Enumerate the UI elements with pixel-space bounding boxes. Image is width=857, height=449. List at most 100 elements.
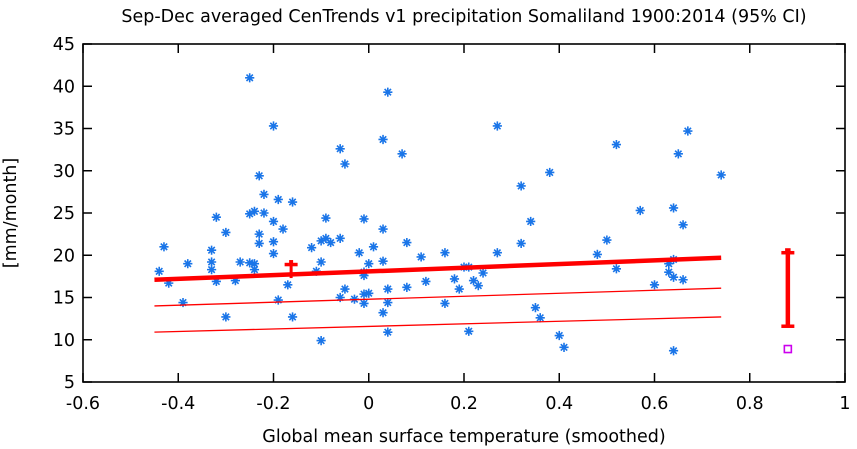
scatter-point: [668, 203, 679, 213]
scatter-point: [273, 194, 283, 205]
ci-bound-1: [154, 287, 722, 307]
scatter-point: [316, 257, 326, 267]
scatter-point: [245, 73, 255, 83]
scatter-point: [359, 214, 369, 224]
scatter-point: [359, 289, 369, 299]
scatter-point: [678, 220, 688, 230]
scatter-point: [545, 167, 555, 178]
scatter-point: [268, 237, 279, 247]
scatter-point: [268, 248, 279, 259]
scatter-point: [259, 189, 269, 200]
scatter-point: [364, 259, 374, 269]
scatter-point: [416, 252, 426, 262]
scatter-point: [492, 121, 502, 131]
y-tick-label: 40: [53, 77, 75, 97]
scatter-point: [283, 280, 293, 290]
scatter-point: [378, 256, 388, 266]
y-tick-label: 35: [53, 120, 75, 140]
scatter-point: [230, 276, 240, 286]
open-square-marker: [783, 344, 793, 354]
scatter-point: [164, 278, 174, 288]
scatter-point: [402, 237, 412, 248]
scatter-point: [454, 284, 464, 294]
scatter-point: [354, 248, 364, 258]
scatter-point: [316, 335, 326, 346]
x-tick-label: 1: [839, 394, 850, 414]
y-axis-label: [mm/month]: [1, 158, 21, 268]
y-tick-label: 25: [53, 204, 75, 224]
scatter-point: [397, 149, 407, 159]
scatter-point: [668, 346, 679, 356]
scatter-point: [635, 205, 645, 216]
axis-ticks: [82, 43, 846, 383]
scatter-point: [221, 312, 231, 322]
scatter-point: [383, 284, 393, 294]
trend-line: [154, 255, 722, 283]
x-axis-label: Global mean surface temperature (smoothe…: [262, 427, 665, 447]
x-tick-label: 0.8: [736, 394, 764, 414]
scatter-point: [383, 327, 393, 337]
scatter-point: [359, 270, 369, 281]
y-tick-label: 10: [53, 331, 75, 351]
scatter-point: [245, 258, 255, 268]
scatter-point: [378, 224, 388, 234]
x-tick-label: -0.4: [161, 394, 195, 414]
scatter-point: [402, 282, 412, 292]
scatter-point: [154, 266, 164, 276]
scatter-point: [668, 272, 679, 282]
scatter-point: [535, 313, 545, 323]
scatter-point: [602, 235, 612, 245]
x-tick-label: -0.2: [256, 394, 290, 414]
scatter-point: [664, 259, 674, 269]
scatter-points: [154, 73, 726, 356]
y-tick-label: 5: [64, 373, 75, 393]
scatter-point: [516, 181, 526, 191]
scatter-point: [559, 342, 569, 352]
x-tick-label: 0.4: [545, 394, 573, 414]
y-tick-label: 20: [53, 246, 75, 266]
scatter-point: [664, 267, 674, 277]
scatter-point: [206, 257, 217, 267]
scatter-point: [249, 259, 260, 269]
scatter-point: [449, 274, 460, 284]
scatter-point: [335, 144, 345, 154]
scatter-point: [335, 292, 345, 303]
scatter-point: [254, 171, 264, 181]
scatter-point: [383, 297, 393, 308]
scatter-point: [268, 121, 279, 131]
scatter-point: [468, 276, 479, 286]
scatter-point: [206, 245, 217, 255]
projection-uncertainty-bar: [781, 248, 795, 328]
scatter-point: [611, 264, 621, 274]
scatter-point: [249, 206, 260, 216]
scatter-point: [321, 233, 331, 243]
scatter-point: [249, 265, 260, 275]
scatter-point: [340, 159, 350, 169]
scatter-point: [440, 248, 450, 258]
scatter-point: [159, 242, 169, 252]
scatter-point: [611, 139, 621, 150]
y-tick-label: 30: [53, 162, 75, 182]
scatter-point: [183, 259, 193, 269]
scatter-point: [321, 213, 331, 223]
scatter-point: [473, 281, 483, 291]
scatter-point: [211, 276, 221, 287]
scatter-point: [516, 238, 526, 249]
scatter-point: [359, 298, 369, 309]
scatter-point: [211, 212, 221, 222]
ci-bound-2: [154, 316, 722, 333]
x-tick-label: 0.6: [641, 394, 669, 414]
scatter-point: [378, 308, 388, 318]
x-tick-label: 0: [363, 394, 374, 414]
scatter-point: [592, 249, 602, 260]
scatter-point: [464, 326, 474, 336]
y-tick-label: 45: [53, 35, 75, 55]
scatter-point: [383, 87, 393, 97]
scatter-point: [316, 236, 326, 246]
trend-uncertainty-bar: [284, 260, 298, 279]
scatter-point: [378, 134, 388, 145]
scatter-point: [683, 126, 693, 136]
scatter-point: [335, 233, 345, 243]
